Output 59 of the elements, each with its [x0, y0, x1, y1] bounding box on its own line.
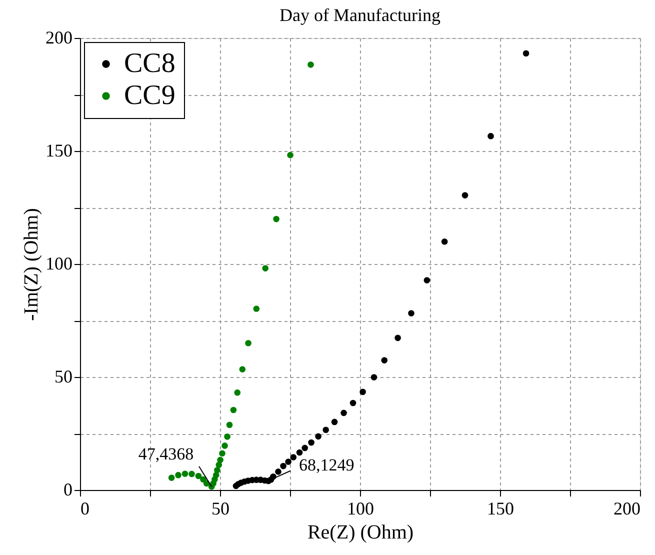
point — [408, 310, 414, 316]
y-tick-label: 0 — [64, 480, 72, 500]
y-tick-label: 50 — [54, 366, 72, 386]
point — [322, 426, 329, 434]
annotation: 68,1249 — [298, 456, 354, 475]
annotation: 47,4368 — [138, 444, 194, 464]
y-tick-label: 150 — [46, 140, 72, 160]
point — [214, 466, 220, 474]
point — [182, 470, 188, 477]
point — [462, 192, 468, 198]
y-tick-label: 200 — [46, 28, 72, 48]
point — [230, 406, 237, 414]
point — [224, 434, 230, 440]
point — [222, 442, 228, 449]
x-tick-label: 0 — [80, 498, 90, 518]
point — [219, 450, 226, 457]
point — [370, 374, 378, 380]
point — [331, 418, 338, 426]
point — [175, 472, 182, 478]
point — [273, 216, 280, 222]
point — [195, 472, 202, 480]
x-tick-label: 200 — [614, 498, 640, 518]
chart-title: Day of Manufacturing — [280, 5, 440, 25]
point — [234, 389, 241, 396]
y-axis-title: -Im(Z) (Ohm) — [20, 208, 42, 321]
point — [239, 366, 246, 372]
point — [441, 238, 448, 245]
point — [245, 340, 252, 346]
point — [275, 468, 282, 475]
point — [168, 474, 175, 481]
point — [381, 357, 388, 364]
point — [360, 388, 366, 396]
point — [394, 334, 401, 342]
point — [280, 462, 286, 470]
point — [262, 265, 269, 272]
point — [522, 50, 530, 57]
x-tick-label: 100 — [347, 498, 374, 518]
point — [217, 456, 224, 464]
point — [340, 410, 347, 416]
point — [285, 458, 292, 465]
point — [290, 454, 297, 460]
y-tick-label: 100 — [46, 254, 72, 274]
point — [350, 400, 356, 406]
legend-label: CC9 — [124, 80, 176, 111]
point — [424, 277, 430, 284]
point — [188, 470, 195, 478]
x-tick-label: 50 — [212, 498, 230, 518]
point — [308, 62, 314, 68]
point — [296, 449, 303, 456]
point — [308, 439, 314, 446]
x-axis-title: Re(Z) (Ohm) — [307, 522, 414, 544]
point — [287, 152, 294, 158]
point — [488, 132, 494, 140]
legend-label: CC8 — [124, 48, 176, 79]
point — [226, 422, 233, 428]
x-tick-label: 150 — [487, 498, 514, 518]
point — [315, 433, 322, 440]
point — [302, 444, 308, 452]
point — [253, 306, 260, 312]
